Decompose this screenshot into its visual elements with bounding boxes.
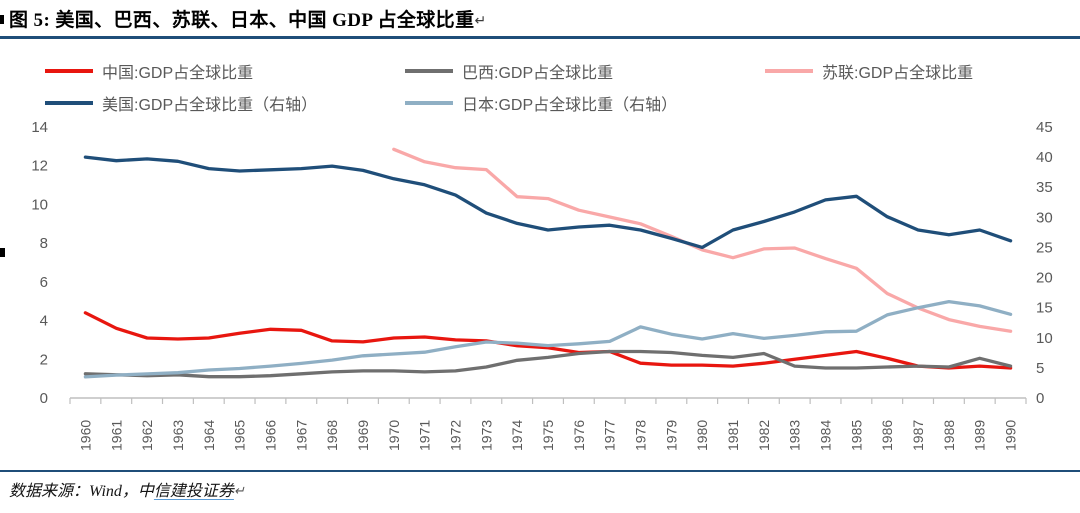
x-tick-label: 1978 (633, 420, 649, 451)
x-tick-label: 1986 (879, 420, 895, 451)
x-tick-label: 1963 (170, 420, 186, 451)
x-tick-label: 1966 (262, 420, 278, 451)
y-tick-label-left: 6 (40, 274, 48, 291)
y-tick-label-left: 0 (40, 390, 48, 407)
x-tick-label: 1984 (818, 420, 834, 451)
x-tick-label: 1976 (571, 420, 587, 451)
data-source-note: 数据来源：Wind，中信建投证券↵ (9, 477, 245, 501)
x-tick-label: 1973 (478, 420, 494, 451)
legend-item-ussr: 苏联:GDP占全球比重 (765, 61, 974, 82)
source-link[interactable]: 信建投证券 (153, 483, 234, 500)
x-tick-label: 1987 (910, 420, 926, 451)
x-tick-label: 1977 (602, 420, 618, 451)
x-tick-label: 1965 (232, 420, 248, 451)
legend-label: 苏联:GDP占全球比重 (822, 65, 974, 82)
usa-line-swatch-icon (45, 101, 93, 105)
x-tick-label: 1972 (447, 420, 463, 451)
series-brazil-line (83, 349, 1013, 379)
x-tick-label: 1982 (756, 420, 772, 451)
y-tick-label-left: 2 (40, 351, 48, 368)
source-text: 数据来源：Wind，中 (9, 483, 154, 500)
x-tick-label: 1960 (77, 420, 93, 451)
x-tick-label: 1974 (509, 420, 525, 451)
legend-item-china: 中国:GDP占全球比重 (45, 61, 254, 82)
legend-label: 巴西:GDP占全球比重 (462, 65, 614, 82)
y-axis-right: 0 5 10 15 20 25 30 35 40 45 (1036, 119, 1053, 407)
legend-item-brazil: 巴西:GDP占全球比重 (405, 61, 614, 82)
x-tick-label: 1985 (848, 420, 864, 451)
japan-line-swatch-icon (405, 101, 453, 105)
y-tick-label-right: 25 (1036, 239, 1053, 256)
x-tick-label: 1969 (355, 420, 371, 451)
y-tick-label-left: 12 (31, 158, 48, 175)
y-tick-label-right: 10 (1036, 330, 1053, 347)
x-tick-label: 1964 (201, 420, 217, 451)
x-tick-label: 1970 (386, 420, 402, 451)
x-tick-label: 1971 (417, 420, 433, 451)
y-tick-label-left: 8 (40, 235, 48, 252)
paragraph-return-icon: ↵ (233, 483, 245, 498)
y-tick-label-right: 45 (1036, 119, 1053, 136)
legend-label: 中国:GDP占全球比重 (102, 65, 254, 82)
x-tick-label: 1968 (324, 420, 340, 451)
series-china-line (83, 311, 1013, 370)
china-line-swatch-icon (45, 69, 93, 73)
x-axis: 1960 1961 1962 1963 1964 1965 1966 1967 1968 1969… (69, 397, 1027, 451)
title-text: 图 5: 美国、巴西、苏联、日本、中国 GDP 占全球比重 (9, 10, 475, 31)
x-tick-label: 1981 (725, 420, 741, 451)
y-tick-label-right: 0 (1036, 390, 1044, 407)
legend-label: 美国:GDP占全球比重（右轴） (102, 97, 318, 114)
y-tick-label-right: 35 (1036, 179, 1053, 196)
left-edge-bullet-fragment (0, 248, 5, 257)
brazil-line-swatch-icon (405, 69, 453, 73)
x-tick-label: 1990 (1003, 420, 1019, 451)
x-tick-label: 1962 (139, 420, 155, 451)
x-tick-label: 1967 (293, 420, 309, 451)
y-tick-label-left: 14 (31, 119, 48, 136)
x-tick-label: 1961 (108, 420, 124, 451)
y-tick-label-right: 40 (1036, 149, 1053, 166)
y-tick-label-left: 10 (31, 196, 48, 213)
y-tick-label-right: 20 (1036, 270, 1053, 287)
y-tick-label-left: 4 (40, 313, 48, 330)
legend-label: 日本:GDP占全球比重（右轴） (462, 97, 678, 114)
y-axis-left: 0 2 4 6 8 10 12 14 (31, 119, 48, 407)
x-tick-label: 1975 (540, 420, 556, 451)
legend-item-japan: 日本:GDP占全球比重（右轴） (405, 93, 678, 114)
legend-item-usa: 美国:GDP占全球比重（右轴） (45, 93, 318, 114)
x-tick-label: 1989 (972, 420, 988, 451)
series-usa-line (83, 155, 1013, 250)
x-tick-label: 1979 (663, 420, 679, 451)
series-ussr-line (392, 147, 1013, 333)
x-tick-label: 1988 (941, 420, 957, 451)
ussr-line-swatch-icon (765, 69, 813, 73)
y-tick-label-right: 15 (1036, 300, 1053, 317)
series-japan-line (83, 299, 1013, 379)
y-tick-label-right: 5 (1036, 360, 1044, 377)
page-title: 图 5: 美国、巴西、苏联、日本、中国 GDP 占全球比重↵ (9, 5, 487, 32)
x-tick-label: 1980 (694, 420, 710, 451)
x-tick-label: 1983 (787, 420, 803, 451)
title-divider (0, 36, 1080, 39)
y-tick-label-right: 30 (1036, 209, 1053, 226)
footer-divider (0, 470, 1080, 472)
title-bullet-fragment (0, 15, 4, 24)
paragraph-return-icon: ↵ (474, 14, 487, 29)
